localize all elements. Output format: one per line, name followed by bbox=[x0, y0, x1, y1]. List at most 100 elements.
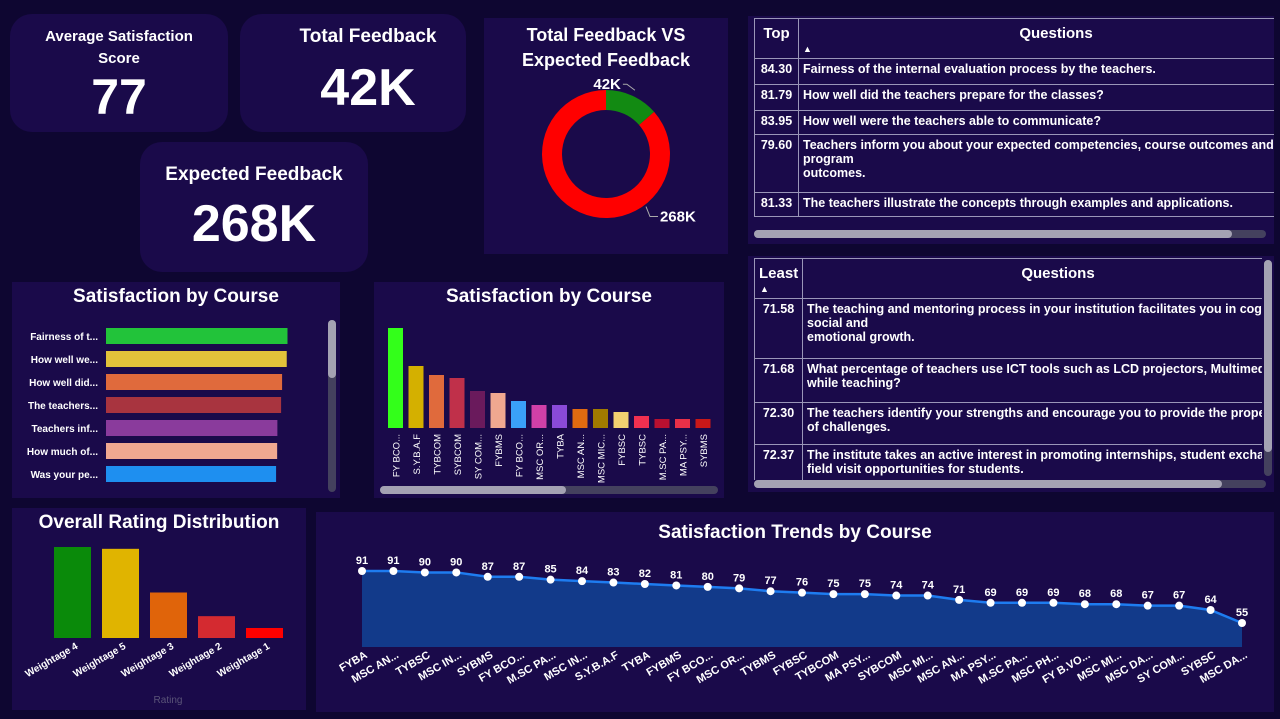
trend-data-label: 79 bbox=[733, 572, 745, 584]
trend-data-label: 74 bbox=[922, 580, 935, 592]
table-row[interactable]: 79.60 Teachers inform you about your expe… bbox=[754, 134, 1274, 193]
vbar-bar bbox=[429, 375, 444, 428]
trend-point bbox=[1175, 601, 1184, 610]
vbar-tick-label: FY BCO... bbox=[515, 434, 526, 477]
trend-point bbox=[452, 568, 461, 577]
table-row[interactable]: 81.79 How well did the teachers prepare f… bbox=[754, 84, 1274, 111]
vbar-tick-label: FY BCO... bbox=[392, 434, 403, 477]
vbar-tick-label: MSC MIC... bbox=[597, 434, 608, 483]
vbar-tick-label: SYBCOM bbox=[453, 434, 464, 475]
trend-data-label: 87 bbox=[513, 561, 525, 573]
trend-point bbox=[798, 588, 806, 597]
rating-bar bbox=[150, 592, 187, 638]
trend-data-label: 81 bbox=[670, 569, 682, 581]
vbar-bar bbox=[408, 366, 424, 428]
table-row[interactable]: 84.30 Fairness of the internal evaluation… bbox=[754, 58, 1274, 85]
trend-data-label: 76 bbox=[796, 577, 808, 589]
rating-xlabel: Rating bbox=[154, 695, 183, 706]
trend-point bbox=[923, 591, 932, 600]
total-feedback-card: Total Feedback 42K bbox=[240, 14, 466, 132]
trend-point bbox=[1080, 600, 1089, 609]
vbar-bar bbox=[449, 378, 465, 428]
top-questions-col-header[interactable]: Questions ▲ bbox=[798, 18, 1274, 59]
question-cell: The teaching and mentoring process in yo… bbox=[802, 298, 1262, 359]
trend-data-label: 55 bbox=[1236, 607, 1248, 619]
question-cell: How well did the teachers prepare for th… bbox=[798, 84, 1274, 111]
vbar-tick-label: SY COM... bbox=[474, 434, 485, 479]
rating-tick-label: Weightage 3 bbox=[120, 641, 177, 680]
least-col-header[interactable]: Least ▲ bbox=[754, 258, 803, 299]
hbar-chart: Fairness of t... How well we... How well d… bbox=[27, 328, 288, 482]
hbar-vscroll-thumb[interactable] bbox=[328, 320, 336, 378]
sort-asc-icon: ▲ bbox=[803, 44, 812, 54]
trend-data-label: 69 bbox=[984, 587, 996, 599]
trend-point bbox=[578, 577, 586, 586]
score-cell: 72.37 bbox=[754, 444, 803, 480]
vbar-bar bbox=[695, 419, 711, 428]
hbar-tick-label: Fairness of t... bbox=[30, 332, 98, 343]
trend-data-label: 67 bbox=[1142, 590, 1154, 602]
least-table-hscroll-thumb[interactable] bbox=[754, 480, 1222, 488]
rating-tick-label: Weightage 1 bbox=[216, 641, 273, 680]
trend-point bbox=[703, 582, 712, 591]
avg-satisfaction-card: Average Satisfaction Score 77 bbox=[10, 14, 228, 132]
least-questions-col-header[interactable]: Questions bbox=[802, 258, 1262, 299]
vbar-chart: FY BCO... S.Y.B.A.F TYBCOM SYBCOM SY COM... F… bbox=[388, 328, 711, 483]
total-feedback-label: Total Feedback bbox=[299, 26, 437, 47]
vbar-panel: Satisfaction by Course FY BCO... S.Y.B.A.… bbox=[374, 282, 724, 498]
table-row[interactable]: 71.58 The teaching and mentoring process … bbox=[754, 298, 1262, 359]
table-row[interactable]: 72.30 The teachers identify your strength… bbox=[754, 402, 1262, 445]
rating-tick-label: Weightage 2 bbox=[168, 641, 225, 680]
hbar-bar bbox=[106, 374, 283, 390]
question-cell: The institute takes an active interest i… bbox=[802, 444, 1262, 480]
vbar-tick-label: SYBMS bbox=[699, 434, 710, 467]
trend-point bbox=[1018, 598, 1026, 607]
question-cell: The teachers identify your strengths and… bbox=[802, 402, 1262, 445]
score-cell: 81.33 bbox=[754, 192, 799, 217]
vbar-tick-label: FYBMS bbox=[494, 434, 505, 467]
trend-point bbox=[986, 598, 995, 607]
trend-data-label: 85 bbox=[544, 564, 556, 576]
trend-data-label: 82 bbox=[639, 568, 651, 580]
table-row[interactable]: 83.95 How well were the teachers able to … bbox=[754, 110, 1274, 135]
score-cell: 79.60 bbox=[754, 134, 799, 193]
score-cell: 71.58 bbox=[754, 298, 803, 359]
question-cell: Teachers inform you about your expected … bbox=[798, 134, 1274, 193]
trend-data-label: 83 bbox=[607, 567, 619, 579]
trend-tick-label: TYBMS bbox=[739, 649, 778, 679]
hbar-panel: Satisfaction by Course Fairness of t... H… bbox=[12, 282, 340, 498]
table-row[interactable]: 72.37 The institute takes an active inter… bbox=[754, 444, 1262, 480]
hbar-tick-label: Was your pe... bbox=[31, 470, 99, 481]
question-cell: Fairness of the internal evaluation proc… bbox=[798, 58, 1274, 85]
trend-point bbox=[735, 584, 744, 593]
top-table-hscroll-thumb[interactable] bbox=[754, 230, 1232, 238]
trend-data-label: 87 bbox=[482, 561, 494, 573]
table-row[interactable]: 71.68 What percentage of teachers use ICT… bbox=[754, 358, 1262, 403]
trend-data-label: 90 bbox=[450, 556, 462, 568]
table-row[interactable]: 81.33 The teachers illustrate the concept… bbox=[754, 192, 1274, 217]
vbar-hscroll-thumb[interactable] bbox=[380, 486, 566, 494]
hbar-bar bbox=[106, 420, 278, 436]
total-feedback-value: 42K bbox=[320, 59, 416, 117]
trend-point bbox=[420, 568, 429, 577]
rating-bar bbox=[246, 627, 283, 638]
vbar-tick-label: TYBSC bbox=[638, 434, 649, 466]
trend-data-label: 91 bbox=[356, 555, 368, 567]
hbar-bar bbox=[106, 351, 287, 367]
trend-data-label: 75 bbox=[859, 578, 871, 590]
vbar-tick-label: S.Y.B.A.F bbox=[412, 434, 423, 475]
top-col-header[interactable]: Top bbox=[754, 18, 799, 59]
hbar-tick-label: Teachers inf... bbox=[31, 424, 98, 435]
trend-point bbox=[1238, 619, 1246, 627]
hbar-vscroll[interactable] bbox=[328, 320, 336, 492]
vbar-tick-label: TYBA bbox=[556, 433, 567, 458]
vbar-bar bbox=[654, 419, 670, 428]
least-questions-panel: Least ▲ Questions 71.58 The teaching and m… bbox=[748, 256, 1274, 492]
trend-point bbox=[358, 567, 366, 575]
least-table-vscroll-thumb[interactable] bbox=[1264, 260, 1272, 452]
question-cell: How well were the teachers able to commu… bbox=[798, 110, 1274, 135]
trend-data-label: 80 bbox=[702, 571, 714, 583]
top-questions-panel: Top Questions ▲ 84.30 Fairness of the inte… bbox=[748, 16, 1274, 244]
vbar-bar bbox=[572, 409, 588, 428]
